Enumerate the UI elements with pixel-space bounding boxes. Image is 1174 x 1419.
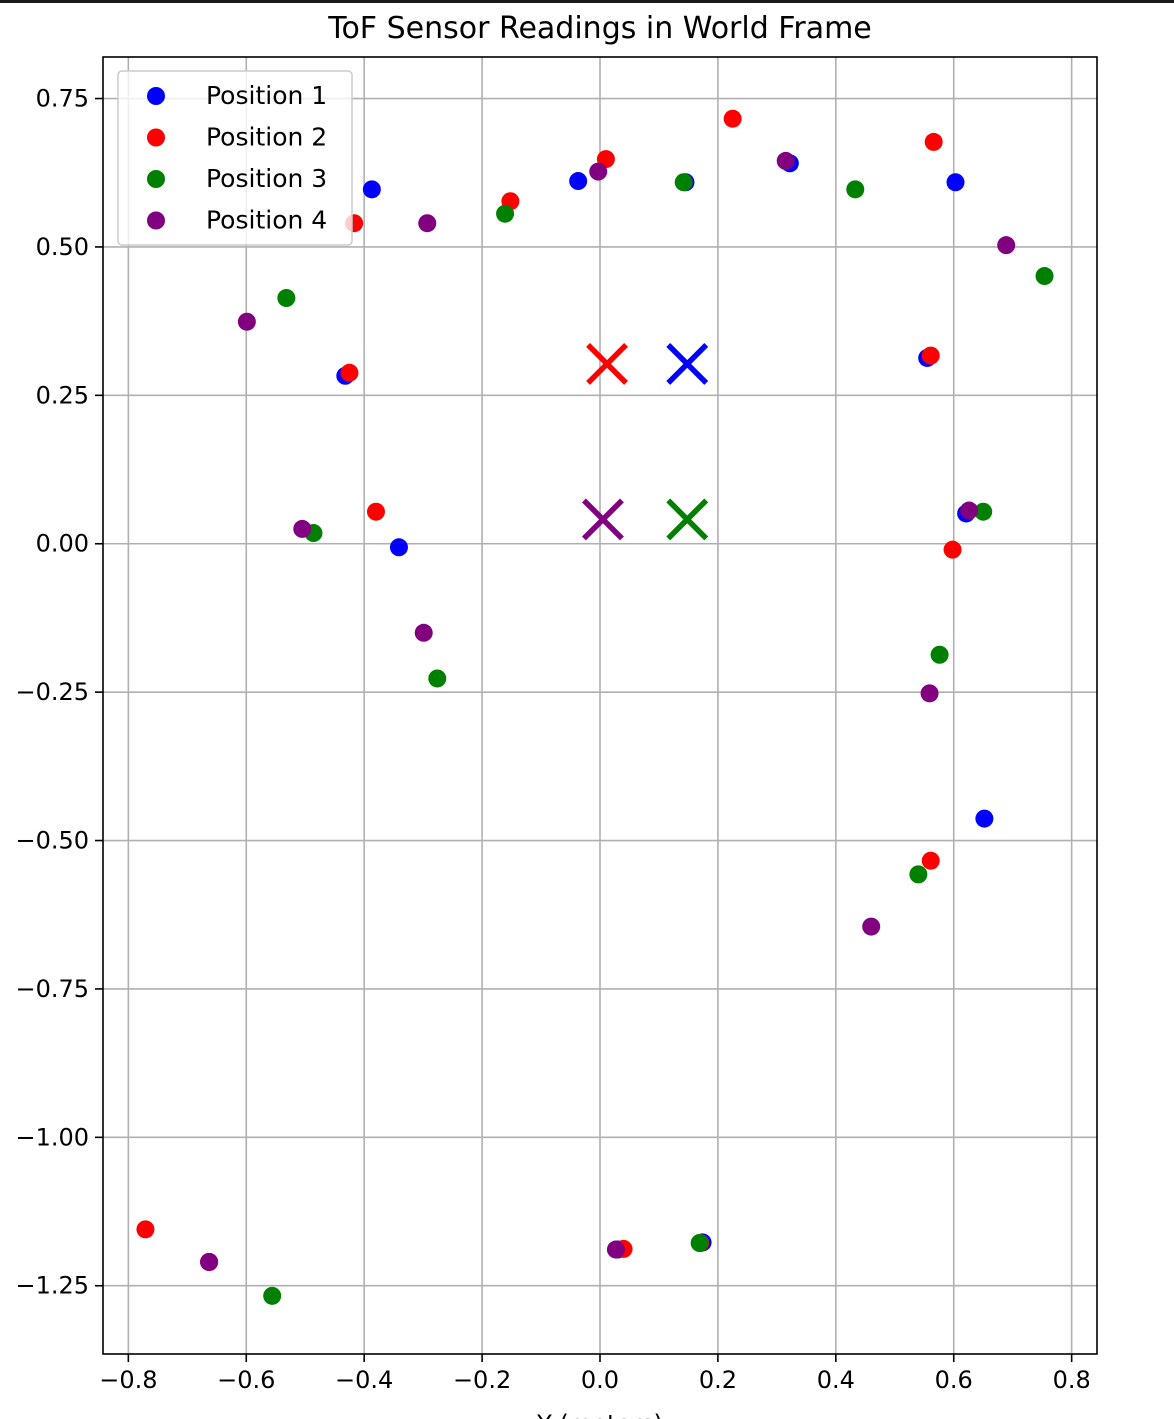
point-position-1 <box>975 809 994 828</box>
x-marker-position-4 <box>582 498 624 541</box>
point-position-4 <box>237 312 256 331</box>
x-marker-position-2 <box>586 342 629 385</box>
point-position-3 <box>263 1286 282 1305</box>
point-position-4 <box>606 1240 625 1259</box>
legend-label-position-3: Position 3 <box>206 164 327 193</box>
point-position-2 <box>340 363 359 382</box>
point-position-1 <box>362 180 381 199</box>
point-position-3 <box>909 865 928 884</box>
point-position-4 <box>920 684 939 703</box>
point-position-2 <box>366 502 385 521</box>
point-position-3 <box>496 204 515 223</box>
legend-label-position-1: Position 1 <box>206 81 327 110</box>
point-position-4 <box>418 214 437 233</box>
point-position-3 <box>277 288 296 307</box>
data-points <box>136 109 1054 1305</box>
x-tick-label: −0.8 <box>99 1366 157 1394</box>
legend-box <box>117 70 353 246</box>
legend-marker-position-1 <box>147 87 165 105</box>
x-tick-label: 0.8 <box>1053 1366 1091 1394</box>
point-position-2 <box>723 109 742 128</box>
x-tick-label: 0.4 <box>817 1366 855 1394</box>
point-position-2 <box>943 540 962 559</box>
x-tick-label: −0.6 <box>217 1366 275 1394</box>
y-tick-label: 0.50 <box>36 233 89 261</box>
x-tick-label: −0.4 <box>335 1366 393 1394</box>
legend: Position 1 Position 2 Position 3 Position 4 <box>117 70 353 246</box>
point-position-3 <box>846 180 865 199</box>
x-marker-position-1 <box>666 342 709 385</box>
point-position-4 <box>997 236 1016 255</box>
robot-position-markers <box>582 342 709 541</box>
point-position-2 <box>921 851 940 870</box>
x-tick-label: −0.2 <box>453 1366 511 1394</box>
point-position-4 <box>293 519 312 538</box>
x-tick-label: 0.0 <box>581 1366 619 1394</box>
legend-marker-position-4 <box>147 211 165 230</box>
point-position-4 <box>776 151 795 170</box>
point-position-3 <box>1035 267 1054 286</box>
point-position-4 <box>960 501 979 520</box>
y-tick-label: 0.75 <box>36 85 89 113</box>
point-position-1 <box>946 173 965 192</box>
x-axis-ticks: −0.8 −0.6 −0.4 −0.2 0.0 0.2 0.4 0.6 0.8 <box>99 1354 1091 1394</box>
point-position-1 <box>569 172 588 191</box>
point-position-3 <box>930 645 949 664</box>
x-marker-position-3 <box>666 498 709 541</box>
y-tick-label: −0.50 <box>15 827 89 855</box>
point-position-3 <box>674 173 693 192</box>
point-position-4 <box>862 917 881 936</box>
y-tick-label: 0.25 <box>36 381 89 409</box>
point-position-2 <box>136 1220 155 1239</box>
point-position-3 <box>974 502 993 521</box>
legend-label-position-2: Position 2 <box>206 123 327 152</box>
point-position-1 <box>389 538 408 557</box>
y-axis-ticks: 0.75 0.50 0.25 0.00 −0.25 −0.50 −0.75 −1.00 −1.2… <box>15 85 103 1300</box>
window-top-border <box>0 0 1174 3</box>
y-tick-label: −0.75 <box>15 975 89 1003</box>
legend-marker-position-3 <box>147 170 165 188</box>
point-position-3 <box>428 669 447 688</box>
chart-title: ToF Sensor Readings in World Frame <box>327 11 872 46</box>
y-tick-label: 0.00 <box>36 530 89 558</box>
x-axis-label: Y (meters) <box>536 1410 663 1419</box>
point-position-2 <box>921 346 940 365</box>
point-position-4 <box>200 1252 219 1271</box>
point-position-2 <box>924 132 943 151</box>
y-tick-label: −1.00 <box>15 1123 89 1151</box>
x-tick-label: 0.6 <box>935 1366 973 1394</box>
x-tick-label: 0.2 <box>699 1366 737 1394</box>
y-tick-label: −0.25 <box>15 678 89 706</box>
y-tick-label: −1.25 <box>15 1272 89 1300</box>
point-position-4 <box>589 162 608 181</box>
legend-marker-position-2 <box>147 128 165 147</box>
legend-label-position-4: Position 4 <box>206 206 327 235</box>
point-position-3 <box>690 1233 709 1252</box>
point-position-4 <box>414 623 433 642</box>
